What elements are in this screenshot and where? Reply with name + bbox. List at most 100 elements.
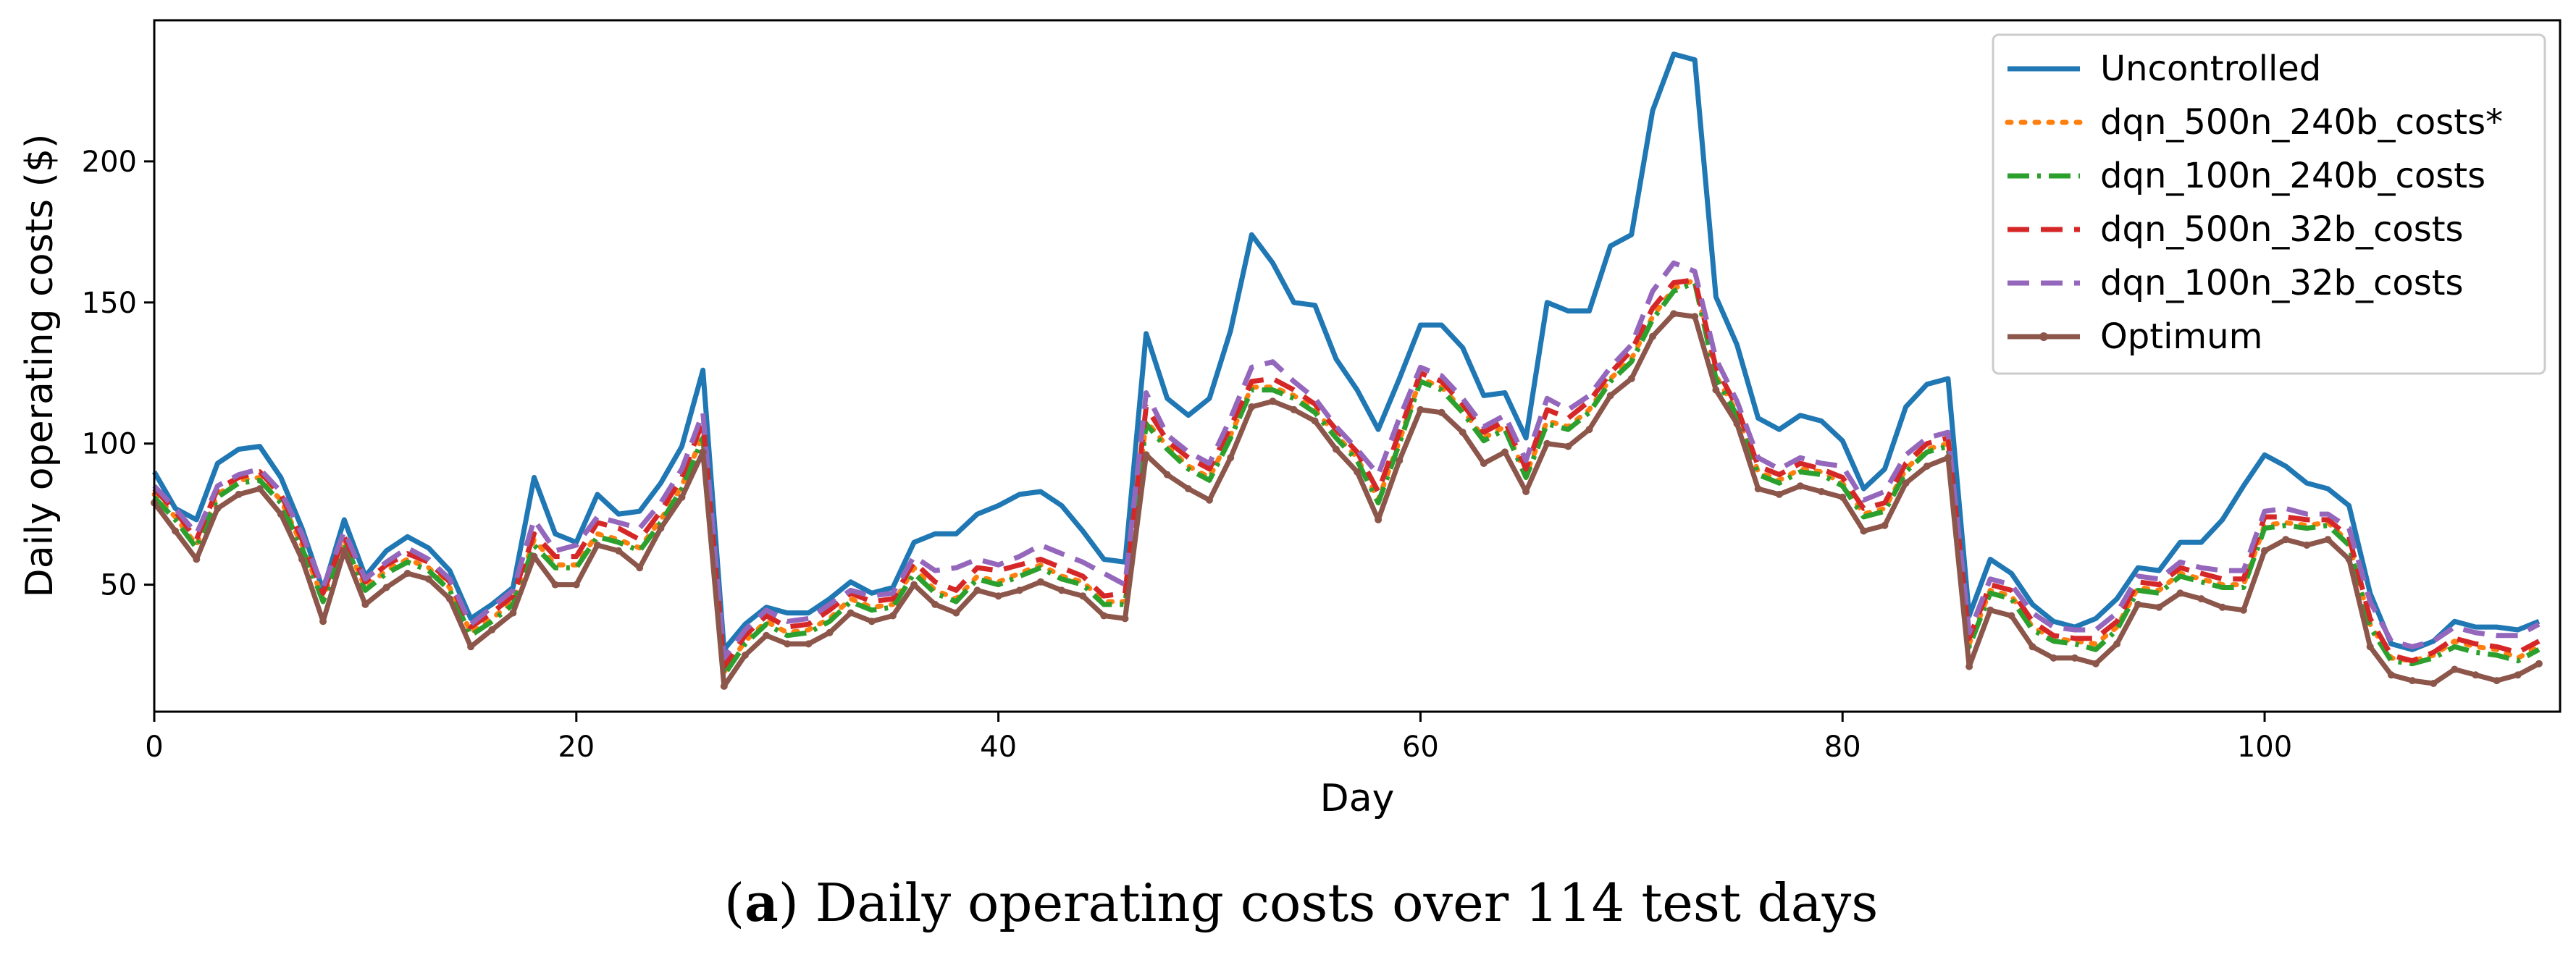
optimum-marker xyxy=(1860,527,1868,535)
optimum-marker xyxy=(1396,457,1404,465)
optimum-marker xyxy=(973,586,981,594)
optimum-marker xyxy=(2345,555,2353,563)
optimum-marker xyxy=(2029,643,2036,651)
optimum-marker xyxy=(1248,403,1256,410)
optimum-marker xyxy=(2007,612,2015,620)
x-axis: 0 20 40 60 80 100 xyxy=(145,712,2292,764)
optimum-marker xyxy=(2493,677,2501,685)
optimum-marker xyxy=(1227,454,1235,462)
optimum-marker xyxy=(868,618,876,626)
optimum-marker xyxy=(467,643,475,651)
optimum-marker xyxy=(530,552,538,560)
optimum-marker xyxy=(382,584,390,591)
plot-lines xyxy=(151,51,2543,690)
optimum-marker xyxy=(1206,496,1213,504)
optimum-marker xyxy=(214,505,222,513)
optimum-marker xyxy=(593,542,601,549)
optimum-marker xyxy=(2472,671,2480,679)
optimum-marker xyxy=(509,609,517,617)
optimum-marker xyxy=(2282,536,2290,544)
x-tick-label: 80 xyxy=(1824,730,1861,764)
optimum-marker xyxy=(805,640,813,648)
optimum-marker xyxy=(1712,386,1720,394)
optimum-marker xyxy=(1269,397,1277,405)
optimum-marker xyxy=(1100,612,1108,620)
x-tick-label: 40 xyxy=(980,730,1017,764)
optimum-marker xyxy=(2261,547,2268,555)
optimum-marker xyxy=(1606,392,1614,400)
optimum-marker xyxy=(784,640,792,648)
legend-items: Uncontrolled dqn_500n_240b_costs* dqn_100n… xyxy=(2005,49,2503,357)
optimum-marker xyxy=(1459,429,1467,437)
optimum-marker xyxy=(277,510,285,518)
optimum-marker xyxy=(2218,603,2226,611)
x-tick-label: 60 xyxy=(1402,730,1439,764)
optimum-marker xyxy=(193,555,201,563)
optimum-marker xyxy=(403,570,411,577)
optimum-marker xyxy=(551,581,559,589)
optimum-marker xyxy=(1923,462,1931,470)
y-tick-label: 50 xyxy=(100,569,137,602)
optimum-marker xyxy=(572,581,580,589)
optimum-marker xyxy=(1670,310,1678,318)
optimum-marker xyxy=(2050,654,2057,662)
optimum-marker xyxy=(1881,521,1889,529)
series-line-uncontrolled xyxy=(151,51,2541,652)
optimum-marker xyxy=(2113,640,2121,648)
legend-label: dqn_100n_32b_costs xyxy=(2100,263,2464,303)
optimum-marker xyxy=(615,547,623,555)
optimum-marker xyxy=(952,609,960,617)
legend-label: dqn_500n_32b_costs xyxy=(2100,209,2464,250)
optimum-marker xyxy=(1627,375,1635,382)
optimum-marker xyxy=(2155,603,2163,611)
series-line-dqn-500n-32b-costs xyxy=(152,277,2541,670)
optimum-marker xyxy=(2514,671,2522,679)
optimum-marker xyxy=(319,618,327,626)
optimum-marker xyxy=(1438,408,1446,416)
optimum-marker xyxy=(720,682,728,690)
optimum-marker xyxy=(2366,643,2374,651)
optimum-marker xyxy=(826,628,834,636)
x-tick-label: 100 xyxy=(2237,730,2292,764)
optimum-marker xyxy=(1058,586,1065,594)
x-axis-title: Day xyxy=(1320,777,1395,820)
x-tick-label: 0 xyxy=(145,730,163,764)
optimum-marker xyxy=(1079,592,1087,600)
optimum-marker xyxy=(847,609,855,617)
optimum-marker xyxy=(340,547,348,555)
optimum-marker xyxy=(1754,485,1762,493)
optimum-marker xyxy=(1543,439,1551,447)
optimum-marker xyxy=(2409,677,2416,685)
optimum-marker xyxy=(2071,654,2078,662)
optimum-marker xyxy=(1522,488,1530,495)
optimum-marker xyxy=(1585,426,1593,434)
series-line-dqn-100n-32b-costs xyxy=(152,260,2541,661)
optimum-marker xyxy=(172,527,180,535)
optimum-marker xyxy=(1944,454,1952,462)
optimum-marker xyxy=(1818,488,1826,495)
legend-item-dqn-500n-240b-costs: dqn_500n_240b_costs* xyxy=(2005,102,2503,143)
optimum-marker xyxy=(2535,660,2543,668)
optimum-marker xyxy=(699,448,707,456)
optimum-marker xyxy=(1564,442,1572,450)
optimum-marker xyxy=(1691,313,1699,321)
optimum-marker xyxy=(235,490,243,498)
optimum-marker xyxy=(1184,485,1192,493)
optimum-marker xyxy=(1290,405,1298,413)
y-tick-label: 100 xyxy=(82,428,137,461)
legend-label: dqn_100n_240b_costs xyxy=(2100,156,2485,196)
optimum-marker xyxy=(763,631,771,639)
optimum-marker xyxy=(2387,671,2395,679)
optimum-marker xyxy=(1775,490,1783,498)
optimum-marker xyxy=(298,555,306,563)
y-axis: 50 100 150 200 xyxy=(82,146,154,602)
optimum-marker xyxy=(2430,680,2438,687)
optimum-marker xyxy=(256,485,264,493)
optimum-marker xyxy=(1354,468,1361,476)
optimum-marker xyxy=(1986,606,1994,614)
legend-item-dqn-500n-32b-costs: dqn_500n_32b_costs xyxy=(2007,209,2464,250)
optimum-marker xyxy=(1649,332,1656,340)
optimum-marker xyxy=(1163,471,1171,479)
optimum-marker xyxy=(1142,451,1150,459)
